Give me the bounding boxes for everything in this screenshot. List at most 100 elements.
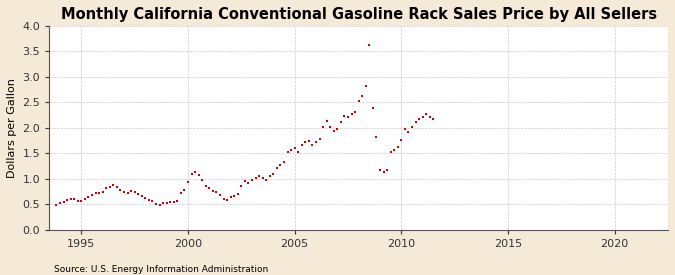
- Point: [286, 148, 296, 152]
- Point: [157, 201, 168, 205]
- Point: [332, 127, 343, 131]
- Point: [364, 43, 375, 48]
- Point: [136, 193, 147, 198]
- Point: [200, 184, 211, 188]
- Point: [389, 148, 400, 152]
- Point: [385, 150, 396, 155]
- Point: [339, 114, 350, 118]
- Point: [204, 186, 215, 190]
- Point: [186, 172, 197, 176]
- Point: [400, 127, 410, 131]
- Point: [350, 109, 360, 114]
- Point: [165, 200, 176, 204]
- Point: [300, 139, 310, 144]
- Point: [86, 193, 97, 197]
- Point: [83, 194, 94, 199]
- Y-axis label: Dollars per Gallon: Dollars per Gallon: [7, 78, 17, 178]
- Point: [161, 201, 172, 205]
- Point: [115, 188, 126, 192]
- Point: [65, 196, 76, 201]
- Point: [261, 178, 271, 183]
- Point: [215, 192, 225, 197]
- Point: [275, 163, 286, 167]
- Point: [315, 137, 325, 141]
- Point: [94, 191, 105, 195]
- Point: [225, 195, 236, 199]
- Point: [129, 189, 140, 194]
- Point: [243, 181, 254, 185]
- Point: [218, 196, 229, 201]
- Point: [406, 125, 417, 129]
- Point: [328, 129, 339, 134]
- Point: [190, 170, 200, 174]
- Point: [304, 139, 315, 143]
- Point: [197, 178, 208, 183]
- Point: [268, 172, 279, 176]
- Point: [371, 135, 382, 139]
- Point: [126, 188, 136, 193]
- Point: [282, 150, 293, 155]
- Point: [236, 184, 246, 189]
- Text: Source: U.S. Energy Information Administration: Source: U.S. Energy Information Administ…: [54, 265, 268, 274]
- Point: [335, 120, 346, 124]
- Point: [254, 174, 265, 178]
- Point: [207, 188, 218, 193]
- Point: [240, 179, 250, 183]
- Point: [325, 125, 335, 129]
- Point: [381, 167, 392, 172]
- Point: [144, 197, 155, 202]
- Point: [229, 193, 240, 198]
- Point: [193, 173, 204, 177]
- Point: [357, 94, 368, 98]
- Point: [318, 125, 329, 129]
- Point: [104, 185, 115, 189]
- Point: [265, 174, 275, 178]
- Point: [396, 137, 407, 142]
- Point: [321, 119, 332, 123]
- Point: [55, 201, 65, 205]
- Point: [90, 190, 101, 195]
- Point: [168, 200, 179, 204]
- Point: [179, 188, 190, 192]
- Point: [353, 99, 364, 103]
- Point: [72, 199, 83, 203]
- Point: [61, 198, 72, 202]
- Point: [257, 176, 268, 180]
- Point: [417, 114, 428, 119]
- Point: [108, 183, 119, 187]
- Point: [147, 199, 158, 204]
- Point: [176, 191, 186, 195]
- Point: [421, 112, 432, 116]
- Point: [290, 146, 300, 150]
- Point: [279, 160, 290, 165]
- Point: [172, 199, 183, 204]
- Point: [182, 180, 193, 185]
- Point: [250, 175, 261, 180]
- Point: [293, 150, 304, 155]
- Point: [151, 202, 161, 206]
- Point: [101, 186, 111, 190]
- Point: [232, 191, 243, 196]
- Point: [140, 196, 151, 200]
- Point: [425, 114, 435, 119]
- Point: [378, 170, 389, 174]
- Point: [375, 167, 385, 172]
- Point: [368, 106, 379, 111]
- Point: [428, 116, 439, 121]
- Point: [51, 203, 61, 208]
- Point: [307, 142, 318, 147]
- Point: [154, 203, 165, 207]
- Point: [133, 191, 144, 196]
- Title: Monthly California Conventional Gasoline Rack Sales Price by All Sellers: Monthly California Conventional Gasoline…: [61, 7, 657, 22]
- Point: [310, 140, 321, 144]
- Point: [246, 178, 257, 182]
- Point: [76, 199, 86, 203]
- Point: [360, 84, 371, 88]
- Point: [69, 197, 80, 201]
- Point: [271, 165, 282, 170]
- Point: [111, 185, 122, 189]
- Point: [346, 112, 357, 116]
- Point: [58, 200, 69, 204]
- Point: [392, 145, 403, 149]
- Point: [343, 114, 354, 119]
